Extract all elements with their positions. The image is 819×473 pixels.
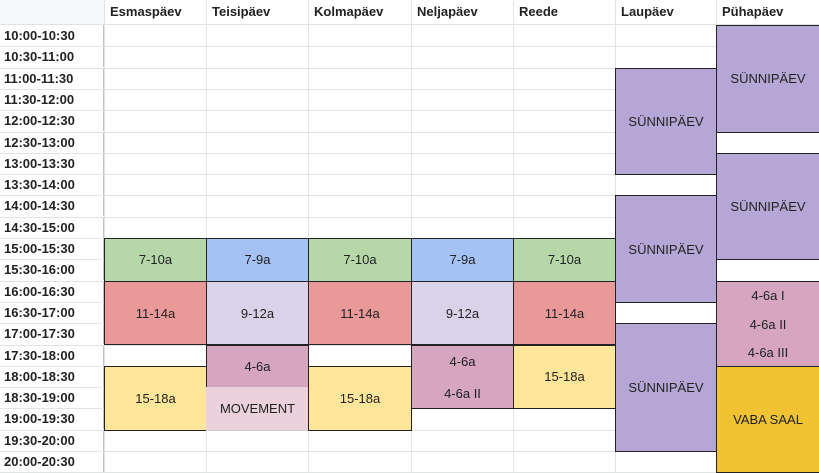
event-label: SÜNNIPÄEV <box>628 241 704 257</box>
time-label[interactable]: 19:30-20:00 <box>4 432 75 448</box>
event-label: 15-18a <box>544 369 585 385</box>
gridline-horizontal <box>0 216 819 218</box>
event-label: 7-9a <box>244 252 271 268</box>
event-ree-11-14a[interactable]: 11-14a <box>513 280 616 346</box>
event-label: 7-10a <box>138 252 173 268</box>
gridline-vertical <box>308 0 309 473</box>
gridline-vertical <box>513 0 514 473</box>
day-header[interactable]: Teisipäev <box>207 0 308 24</box>
event-label: 11-14a <box>340 305 380 321</box>
gridline-horizontal <box>0 46 819 48</box>
event-nel-9-12a[interactable]: 9-12a <box>411 280 514 346</box>
event-pyh-vaba-saal[interactable]: VABA SAAL <box>716 365 819 473</box>
time-label[interactable]: 16:00-16:30 <box>4 283 75 299</box>
event-label: 7-10a <box>547 252 582 268</box>
event-label: 4-6a II <box>749 316 787 332</box>
event-esm-11-14a[interactable]: 11-14a <box>104 280 207 346</box>
time-label[interactable]: 12:30-13:00 <box>4 134 75 150</box>
event-esm-7-10a[interactable]: 7-10a <box>104 238 207 282</box>
event-pyh-4-6a[interactable]: 4-6a I 4-6a II 4-6a III <box>716 280 819 367</box>
event-label: SÜNNIPÄEV <box>628 113 704 129</box>
gridline-horizontal <box>0 88 819 90</box>
event-nel-7-9a[interactable]: 7-9a <box>411 238 514 282</box>
gridline-horizontal <box>0 110 819 112</box>
event-label: SÜNNIPÄEV <box>730 199 806 215</box>
time-label[interactable]: 17:30-18:00 <box>4 347 75 363</box>
time-label[interactable]: 15:00-15:30 <box>4 241 75 256</box>
time-label[interactable]: 12:00-12:30 <box>4 113 75 129</box>
gridline-vertical <box>206 0 207 473</box>
gridline-horizontal <box>0 451 819 452</box>
event-label: 15-18a <box>339 390 381 406</box>
gridline-horizontal <box>0 152 819 154</box>
gridline-horizontal <box>0 67 819 69</box>
event-label: 7-9a <box>449 252 476 268</box>
event-label: 4-6a <box>244 358 271 374</box>
time-label[interactable]: 13:00-13:30 <box>4 155 75 171</box>
event-pyh-sunnipaev-1[interactable]: SÜNNIPÄEV <box>716 25 819 133</box>
gridline-horizontal <box>0 24 819 25</box>
gridline-vertical <box>411 0 412 473</box>
event-lau-sunnipaev-1[interactable]: SÜNNIPÄEV <box>615 67 717 176</box>
event-label: MOVEMENT <box>219 401 296 417</box>
gridline-vertical <box>104 0 105 473</box>
time-label[interactable]: 11:30-12:00 <box>4 91 75 107</box>
event-label: 4-6a III <box>747 345 789 361</box>
event-lau-sunnipaev-2[interactable]: SÜNNIPÄEV <box>615 195 717 303</box>
gridline-horizontal <box>0 174 819 176</box>
event-label: 4-6a I <box>751 287 785 303</box>
event-label: SÜNNIPÄEV <box>628 380 704 396</box>
event-tei-9-12a[interactable]: 9-12a <box>206 280 309 346</box>
event-ree-7-10a[interactable]: 7-10a <box>513 238 616 282</box>
time-label[interactable]: 15:30-16:00 <box>4 262 75 278</box>
gridline-horizontal <box>0 131 819 133</box>
day-header[interactable]: Esmaspäev <box>105 0 206 24</box>
corner-cell[interactable] <box>0 0 104 24</box>
event-ree-15-18a[interactable]: 15-18a <box>513 344 616 410</box>
time-label[interactable]: 20:00-20:30 <box>4 454 75 469</box>
time-label[interactable]: 17:00-17:30 <box>4 326 75 342</box>
time-label[interactable]: 13:30-14:00 <box>4 177 75 193</box>
event-kol-15-18a[interactable]: 15-18a <box>308 365 412 431</box>
event-label: 11-14a <box>544 305 585 321</box>
event-label: 9-12a <box>240 305 275 321</box>
time-label[interactable]: 14:00-14:30 <box>4 198 75 214</box>
event-label: SÜNNIPÄEV <box>730 71 806 87</box>
event-nel-4-6a[interactable]: 4-6a 4-6a II <box>411 344 514 410</box>
event-label: 9-12a <box>445 305 480 321</box>
event-label: 4-6a <box>449 353 476 369</box>
event-label: VABA SAAL <box>733 412 803 428</box>
time-label[interactable]: 10:30-11:00 <box>4 49 75 65</box>
time-label[interactable]: 19:00-19:30 <box>4 411 75 427</box>
event-label: 4-6a II <box>444 386 481 402</box>
time-label[interactable]: 18:00-18:30 <box>4 368 75 384</box>
day-header[interactable]: Kolmapäev <box>309 0 411 24</box>
time-label[interactable]: 11:00-11:30 <box>4 70 74 86</box>
event-kol-7-10a[interactable]: 7-10a <box>308 238 412 282</box>
event-lau-sunnipaev-3[interactable]: SÜNNIPÄEV <box>615 323 717 452</box>
time-label[interactable]: 14:30-15:00 <box>4 219 75 235</box>
time-label[interactable]: 18:30-19:00 <box>4 390 75 406</box>
event-pyh-sunnipaev-2[interactable]: SÜNNIPÄEV <box>716 152 819 261</box>
time-label[interactable]: 16:30-17:00 <box>4 304 75 320</box>
event-tei-7-9a[interactable]: 7-9a <box>206 238 309 282</box>
event-tei-movement[interactable]: MOVEMENT <box>206 387 309 431</box>
event-label: 7-10a <box>343 252 377 268</box>
day-header[interactable]: Pühapäev <box>717 0 819 24</box>
event-tei-4-6a[interactable]: 4-6a <box>206 344 309 389</box>
event-kol-11-14a[interactable]: 11-14a <box>308 280 412 346</box>
event-esm-15-18a[interactable]: 15-18a <box>104 365 207 431</box>
gridline-horizontal <box>0 195 819 197</box>
event-label: 11-14a <box>135 305 176 321</box>
event-label: 15-18a <box>135 390 176 406</box>
day-header[interactable]: Reede <box>514 0 615 24</box>
time-label[interactable]: 10:00-10:30 <box>4 28 75 43</box>
day-header[interactable]: Laupäev <box>616 0 716 24</box>
day-header[interactable]: Neljapäev <box>412 0 513 24</box>
